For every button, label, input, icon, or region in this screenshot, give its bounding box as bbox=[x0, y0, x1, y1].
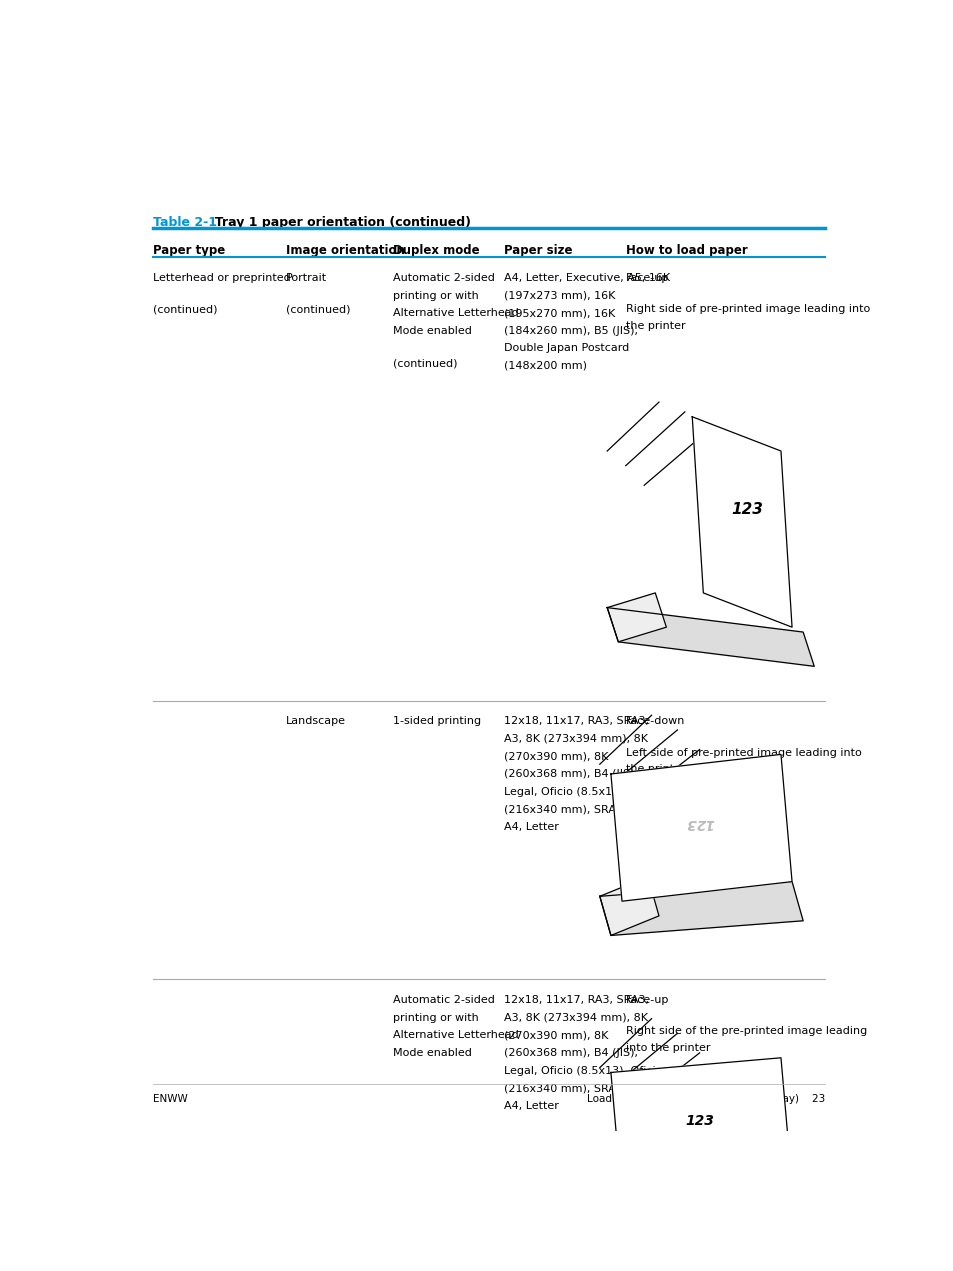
Text: Portrait: Portrait bbox=[285, 273, 326, 283]
Text: (260x368 mm), B4 (JIS),: (260x368 mm), B4 (JIS), bbox=[503, 769, 637, 779]
Text: (270x390 mm), 8K: (270x390 mm), 8K bbox=[503, 751, 607, 761]
Text: A4, Letter: A4, Letter bbox=[503, 1101, 558, 1111]
Text: Face-down: Face-down bbox=[625, 717, 684, 726]
Text: 12x18, 11x17, RA3, SRA3,: 12x18, 11x17, RA3, SRA3, bbox=[503, 717, 648, 726]
Text: Right side of pre-printed image leading into: Right side of pre-printed image leading … bbox=[625, 304, 869, 314]
Text: Mode enabled: Mode enabled bbox=[393, 325, 471, 336]
Text: Face-up: Face-up bbox=[625, 995, 668, 1005]
Text: A4, Letter: A4, Letter bbox=[503, 822, 558, 833]
Text: ENWW: ENWW bbox=[152, 1094, 187, 1104]
Text: How to load paper: How to load paper bbox=[625, 244, 746, 257]
Text: printing or with: printing or with bbox=[393, 1013, 478, 1023]
Polygon shape bbox=[606, 592, 665, 642]
Text: Mode enabled: Mode enabled bbox=[393, 1049, 471, 1057]
Text: Paper type: Paper type bbox=[152, 244, 225, 257]
Text: Alternative Letterhead: Alternative Letterhead bbox=[393, 308, 518, 318]
Text: Duplex mode: Duplex mode bbox=[393, 244, 479, 257]
Polygon shape bbox=[606, 608, 813, 666]
Polygon shape bbox=[599, 877, 659, 935]
Text: Right side of the pre-printed image leading: Right side of the pre-printed image lead… bbox=[625, 1027, 866, 1036]
Text: (270x390 mm), 8K: (270x390 mm), 8K bbox=[503, 1031, 607, 1041]
Text: the printer: the printer bbox=[625, 320, 684, 330]
Text: into the printer: into the printer bbox=[625, 1043, 709, 1054]
Text: A3, 8K (273x394 mm), 8K: A3, 8K (273x394 mm), 8K bbox=[503, 1013, 647, 1023]
Polygon shape bbox=[599, 1185, 802, 1244]
Text: (184x260 mm), B5 (JIS),: (184x260 mm), B5 (JIS), bbox=[503, 325, 637, 336]
Text: Double Japan Postcard: Double Japan Postcard bbox=[503, 343, 628, 353]
Text: 1-sided printing: 1-sided printing bbox=[393, 717, 480, 726]
Polygon shape bbox=[599, 1179, 659, 1244]
Text: the printer: the printer bbox=[625, 764, 684, 774]
Text: A3, 8K (273x394 mm), 8K: A3, 8K (273x394 mm), 8K bbox=[503, 733, 647, 744]
Text: Paper size: Paper size bbox=[503, 244, 572, 257]
Text: (continued): (continued) bbox=[393, 358, 456, 369]
Polygon shape bbox=[610, 755, 791, 901]
Text: (216x340 mm), SRA4, RA4,: (216x340 mm), SRA4, RA4, bbox=[503, 805, 655, 815]
Text: 123: 123 bbox=[731, 502, 762, 517]
Text: Image orientation: Image orientation bbox=[285, 244, 404, 257]
Text: (260x368 mm), B4 (JIS),: (260x368 mm), B4 (JIS), bbox=[503, 1049, 637, 1057]
Text: 123: 123 bbox=[684, 1115, 714, 1129]
Polygon shape bbox=[692, 417, 791, 627]
Text: (216x340 mm), SRA4, RA4,: (216x340 mm), SRA4, RA4, bbox=[503, 1083, 655, 1093]
Text: Load paper to Tray 1 (multipurpose tray)    23: Load paper to Tray 1 (multipurpose tray)… bbox=[586, 1094, 824, 1104]
Text: A4, Letter, Executive, A5, 16K: A4, Letter, Executive, A5, 16K bbox=[503, 273, 669, 283]
Text: Face-up: Face-up bbox=[625, 273, 668, 283]
Text: (continued): (continued) bbox=[285, 304, 350, 314]
Text: Legal, Oficio (8.5x13), Oficio: Legal, Oficio (8.5x13), Oficio bbox=[503, 1065, 661, 1075]
Text: Letterhead or preprinted: Letterhead or preprinted bbox=[152, 273, 290, 283]
Text: (148x200 mm): (148x200 mm) bbox=[503, 361, 586, 371]
Text: Table 2-1: Table 2-1 bbox=[152, 216, 216, 229]
Polygon shape bbox=[610, 1057, 791, 1200]
Text: Left side of pre-printed image leading into: Left side of pre-printed image leading i… bbox=[625, 747, 861, 758]
Text: (197x273 mm), 16K: (197x273 mm), 16K bbox=[503, 291, 615, 300]
Text: printing or with: printing or with bbox=[393, 291, 478, 300]
Text: (195x270 mm), 16K: (195x270 mm), 16K bbox=[503, 308, 615, 318]
Polygon shape bbox=[599, 882, 802, 935]
Text: Automatic 2-sided: Automatic 2-sided bbox=[393, 995, 495, 1005]
Text: Automatic 2-sided: Automatic 2-sided bbox=[393, 273, 495, 283]
Text: Landscape: Landscape bbox=[285, 717, 345, 726]
Text: 123: 123 bbox=[684, 816, 714, 830]
Text: Legal, Oficio (8.5x13), Oficio: Legal, Oficio (8.5x13), Oficio bbox=[503, 787, 661, 797]
Text: Alternative Letterhead: Alternative Letterhead bbox=[393, 1031, 518, 1041]
Text: Tray 1 paper orientation (continued): Tray 1 paper orientation (continued) bbox=[206, 216, 470, 229]
Text: (continued): (continued) bbox=[152, 304, 216, 314]
Text: 12x18, 11x17, RA3, SRA3,: 12x18, 11x17, RA3, SRA3, bbox=[503, 995, 648, 1005]
